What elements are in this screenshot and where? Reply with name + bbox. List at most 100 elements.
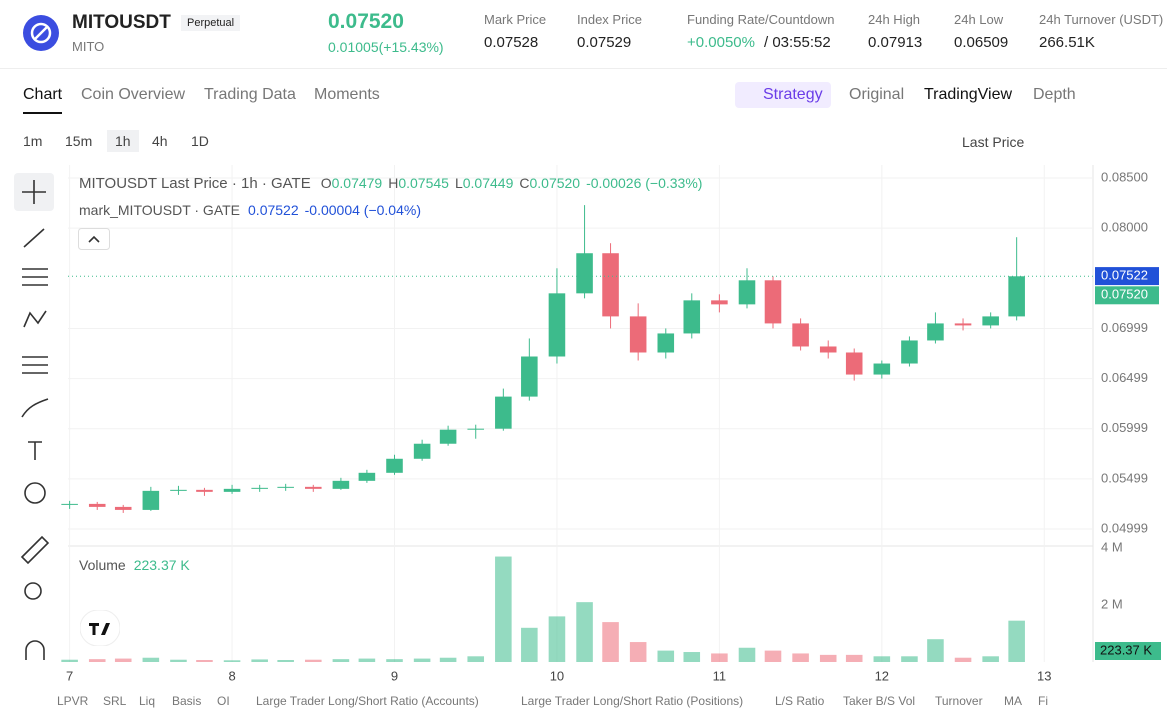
contract-tag: Perpetual — [181, 15, 241, 31]
volume-bar — [576, 602, 593, 662]
volume-bar — [845, 654, 863, 662]
candle-body — [196, 489, 213, 492]
pattern-tool[interactable] — [23, 310, 47, 328]
ohlc-value: 0.07545 — [398, 175, 449, 191]
volume-bar — [629, 642, 647, 662]
view-tab[interactable]: Strategy — [763, 86, 823, 103]
ohlc-value: 0.07449 — [463, 175, 514, 191]
candle-body — [170, 489, 187, 491]
x-tick-label: 12 — [875, 668, 889, 683]
projection-tool[interactable] — [22, 356, 48, 374]
y-tick-label: 0.04999 — [1101, 520, 1148, 535]
text-tool[interactable] — [28, 441, 42, 460]
interval[interactable]: 1m — [23, 133, 43, 149]
candle-body — [495, 396, 512, 429]
indicator-tab[interactable]: Basis — [172, 694, 202, 708]
candle-body — [305, 486, 322, 489]
x-tick-label: 7 — [66, 668, 73, 683]
y-tick-label: 0.06499 — [1101, 370, 1148, 385]
candle-body — [629, 316, 647, 353]
view-tab[interactable]: TradingView — [924, 86, 1013, 103]
candle-body — [88, 503, 106, 507]
indicator-tab[interactable]: MA — [1004, 694, 1022, 708]
indicator-tab[interactable]: Large Trader Long/Short Ratio (Positions… — [521, 694, 744, 708]
indicator-tab[interactable]: Large Trader Long/Short Ratio (Accounts) — [256, 694, 479, 708]
indicator-tab[interactable]: Liq — [139, 694, 156, 708]
last-price-tag — [1095, 286, 1159, 305]
indicator-tab[interactable]: Taker B/S Vol — [843, 694, 916, 708]
volume-bar — [467, 656, 485, 662]
trendline-tool[interactable] — [23, 228, 45, 248]
volume-bar — [683, 652, 701, 662]
y-tick-label: 0.05499 — [1101, 470, 1148, 485]
crosshair-tool[interactable] — [22, 180, 46, 204]
legend-change: -0.00026 (−0.33%) — [586, 175, 702, 191]
tab[interactable]: Trading Data — [204, 86, 296, 103]
zoom-tool[interactable] — [24, 582, 42, 600]
chart-legend: MITOUSDT Last Price · 1h · GATE O0.07479 H… — [79, 175, 702, 192]
volume-bar — [548, 616, 566, 662]
price-source[interactable]: Last Price — [962, 134, 1025, 150]
x-tick-label: 9 — [391, 668, 398, 683]
ohlc-value: 0.07520 — [529, 175, 580, 191]
stat-value: 0.07529 — [577, 34, 632, 51]
tab[interactable]: Coin Overview — [81, 86, 186, 103]
brush-tool[interactable] — [21, 398, 49, 418]
stat-label: 24h Low — [954, 12, 1004, 27]
stat-label: 24h High — [868, 12, 921, 27]
volume-bar — [277, 660, 294, 662]
tab[interactable]: Moments — [314, 86, 380, 103]
volume-bar — [1008, 620, 1025, 662]
stat-value: +0.0050% — [687, 34, 755, 51]
interval[interactable]: 15m — [65, 133, 93, 149]
mark-legend: mark_MITOUSDT · GATE 0.07522 -0.00004 (−0.… — [79, 202, 421, 218]
indicator-tab[interactable]: L/S Ratio — [775, 694, 825, 708]
mark-value: 0.07522 — [248, 202, 299, 218]
stat-value: 0.06509 — [954, 34, 1009, 51]
candle-body — [845, 352, 863, 375]
volume-bar — [251, 659, 268, 662]
volume-bar — [358, 658, 376, 662]
volume-bar — [819, 654, 837, 662]
tab[interactable]: Chart — [23, 86, 63, 114]
interval[interactable]: 1D — [191, 133, 209, 149]
volume-last-tag — [1095, 642, 1161, 660]
candle-body — [223, 488, 241, 492]
volume-bar — [61, 659, 78, 662]
view-tab[interactable]: Original — [849, 86, 905, 103]
measure-tool[interactable] — [20, 535, 50, 565]
legend-title: MITOUSDT Last Price · 1h · GATE — [79, 175, 311, 192]
candle-body — [954, 323, 972, 326]
volume-title: Volume — [79, 557, 126, 573]
indicator-tab[interactable]: Turnover — [935, 694, 983, 708]
header: MITOUSDT Perpetual MITO 0.07520 0.01005(… — [0, 0, 1167, 69]
volume-current: 223.37 K — [134, 557, 191, 573]
fib-tool[interactable] — [22, 268, 48, 286]
symbol[interactable]: MITOUSDT — [72, 12, 171, 33]
interval[interactable]: 4h — [152, 133, 168, 149]
magnet-tool[interactable] — [25, 640, 45, 660]
candle-body — [332, 480, 350, 489]
view-tab[interactable]: Depth — [1033, 86, 1076, 103]
x-tick-label: 8 — [228, 668, 235, 683]
candle-body — [439, 429, 457, 444]
x-tick-label: 10 — [550, 668, 564, 683]
stat-value: 0.07528 — [484, 34, 539, 51]
emoji-tool[interactable] — [24, 482, 46, 504]
volume-bar — [982, 656, 999, 662]
indicator-tab[interactable]: SRL — [103, 694, 127, 708]
volume-bar — [223, 660, 241, 662]
stat-label: Index Price — [577, 12, 643, 27]
interval[interactable]: 1h — [107, 130, 139, 152]
collapse-button[interactable] — [78, 228, 110, 250]
y-tick-label: 0.05999 — [1101, 420, 1148, 435]
ohlc-value: 0.07479 — [332, 175, 383, 191]
volume-bar — [738, 647, 756, 662]
base-asset: MITO — [72, 39, 105, 54]
indicator-tab[interactable]: OI — [217, 694, 230, 708]
volume-bar — [521, 627, 538, 662]
volume-bar — [386, 659, 403, 662]
indicator-tab[interactable]: Fi — [1038, 694, 1048, 708]
indicator-tab[interactable]: LPVR — [57, 694, 89, 708]
volume-bar — [792, 653, 809, 662]
